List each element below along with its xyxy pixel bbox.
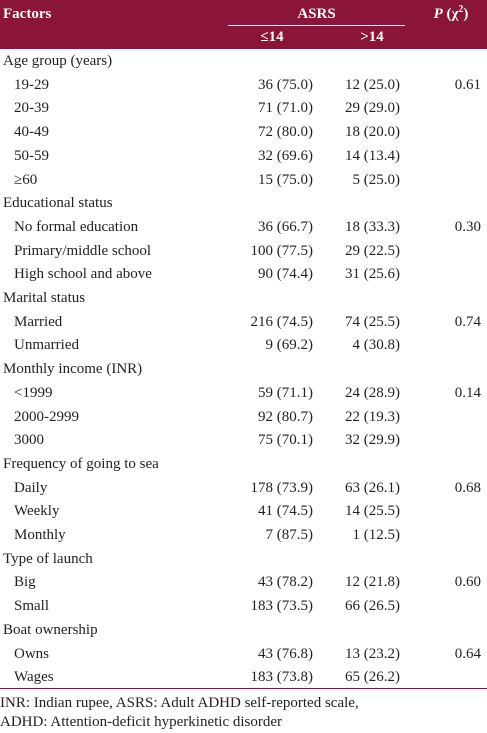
row-label: Big bbox=[14, 574, 36, 591]
cell-gt14: 65 (26.2) bbox=[345, 669, 400, 686]
cell-gt14: 14 (25.5) bbox=[345, 503, 400, 520]
cell-gt14: 29 (29.0) bbox=[345, 100, 400, 117]
group-title: Boat ownership bbox=[3, 621, 98, 638]
cell-gt14: 5 (25.0) bbox=[352, 171, 401, 188]
cell-p: 0.30 bbox=[454, 218, 481, 235]
row-label: 50-59 bbox=[14, 147, 49, 164]
group-title: Monthly income (INR) bbox=[3, 361, 143, 378]
cell-le14: 36 (75.0) bbox=[258, 76, 313, 93]
cell-le14: 183 (73.5) bbox=[250, 598, 314, 615]
cell-p: 0.68 bbox=[454, 479, 481, 496]
cell-gt14: 4 (30.8) bbox=[352, 337, 401, 354]
row-label: 19-29 bbox=[14, 76, 49, 93]
header-p: P (χ2) bbox=[420, 5, 482, 23]
cell-gt14: 12 (21.8) bbox=[345, 574, 400, 591]
cell-le14: 100 (77.5) bbox=[250, 242, 314, 259]
cell-le14: 92 (80.7) bbox=[258, 408, 313, 425]
row-label: Monthly bbox=[14, 527, 66, 543]
row-label: Unmarried bbox=[14, 337, 79, 354]
cell-gt14: 18 (33.3) bbox=[345, 218, 400, 235]
p-exp: 2 bbox=[458, 4, 464, 15]
group-title: Type of launch bbox=[3, 550, 93, 567]
p-symbol: P bbox=[433, 6, 443, 22]
row-label: Owns bbox=[14, 645, 50, 662]
cell-gt14: 22 (19.3) bbox=[345, 408, 400, 425]
cell-gt14: 14 (13.4) bbox=[345, 147, 400, 164]
cell-le14: 72 (80.0) bbox=[258, 124, 313, 141]
cell-p: 0.64 bbox=[454, 645, 481, 662]
row-label: 40-49 bbox=[14, 124, 49, 141]
group-title: Age group (years) bbox=[3, 53, 113, 69]
cell-gt14: 32 (29.9) bbox=[345, 432, 400, 449]
row-label: Weekly bbox=[14, 503, 60, 520]
cell-gt14: 31 (25.6) bbox=[345, 266, 400, 283]
bottom-rule bbox=[0, 688, 487, 689]
cell-p: 0.74 bbox=[454, 313, 481, 330]
cell-p: 0.61 bbox=[454, 76, 481, 93]
cell-le14: 183 (73.8) bbox=[250, 669, 314, 686]
cell-le14: 75 (70.1) bbox=[258, 432, 313, 449]
cell-le14: 71 (71.0) bbox=[258, 100, 313, 117]
row-label: High school and above bbox=[14, 266, 152, 283]
p-stat: (χ bbox=[442, 6, 459, 22]
cell-le14: 43 (78.2) bbox=[258, 574, 313, 591]
cell-gt14: 24 (28.9) bbox=[345, 384, 400, 401]
cell-gt14: 66 (26.5) bbox=[345, 598, 400, 615]
cell-gt14: 63 (26.1) bbox=[345, 479, 400, 496]
row-label: Married bbox=[14, 313, 63, 330]
footnote: INR: Indian rupee, ASRS: Adult ADHD self… bbox=[0, 695, 359, 711]
group-title: Educational status bbox=[3, 195, 113, 212]
cell-le14: 216 (74.5) bbox=[250, 313, 314, 330]
cell-gt14: 12 (25.0) bbox=[345, 76, 400, 93]
group-title: Frequency of going to sea bbox=[3, 455, 159, 472]
cell-p: 0.60 bbox=[454, 574, 481, 591]
cell-le14: 15 (75.0) bbox=[258, 171, 313, 188]
cell-gt14: 1 (12.5) bbox=[352, 527, 401, 543]
header-band bbox=[0, 0, 487, 49]
row-label: 20-39 bbox=[14, 100, 49, 117]
row-label: Daily bbox=[14, 479, 48, 496]
cell-le14: 90 (74.4) bbox=[258, 266, 313, 283]
row-label: 2000-2999 bbox=[14, 408, 79, 425]
row-label: Primary/middle school bbox=[14, 242, 152, 259]
group-title: Marital status bbox=[3, 290, 86, 306]
cell-le14: 43 (76.8) bbox=[258, 645, 313, 662]
header-gt14: >14 bbox=[360, 29, 384, 45]
cell-le14: 178 (73.9) bbox=[250, 479, 314, 496]
cell-le14: 41 (74.5) bbox=[258, 503, 313, 520]
cell-gt14: 74 (25.5) bbox=[345, 313, 400, 330]
row-label: No formal education bbox=[14, 218, 139, 235]
footnote: ADHD: Attention-deficit hyperkinetic dis… bbox=[0, 714, 283, 730]
header-le14: ≤14 bbox=[260, 29, 284, 45]
row-label: Wages bbox=[14, 669, 54, 686]
row-label: <1999 bbox=[14, 384, 53, 401]
cell-p: 0.14 bbox=[454, 384, 481, 401]
row-label: ≥60 bbox=[14, 171, 38, 188]
row-label: Small bbox=[14, 598, 50, 615]
cell-le14: 9 (69.2) bbox=[265, 337, 314, 354]
cell-gt14: 18 (20.0) bbox=[345, 124, 400, 141]
p-close: ) bbox=[463, 6, 469, 22]
cell-le14: 36 (66.7) bbox=[258, 218, 313, 235]
cell-le14: 7 (87.5) bbox=[265, 527, 314, 543]
header-asrs: ASRS bbox=[297, 6, 336, 22]
cell-le14: 32 (69.6) bbox=[258, 147, 313, 164]
row-label: 3000 bbox=[14, 432, 44, 449]
cell-le14: 59 (71.1) bbox=[258, 384, 313, 401]
cell-gt14: 29 (22.5) bbox=[345, 242, 400, 259]
header-rule bbox=[228, 25, 405, 26]
header-factors: Factors bbox=[3, 6, 52, 22]
cell-gt14: 13 (23.2) bbox=[345, 645, 400, 662]
